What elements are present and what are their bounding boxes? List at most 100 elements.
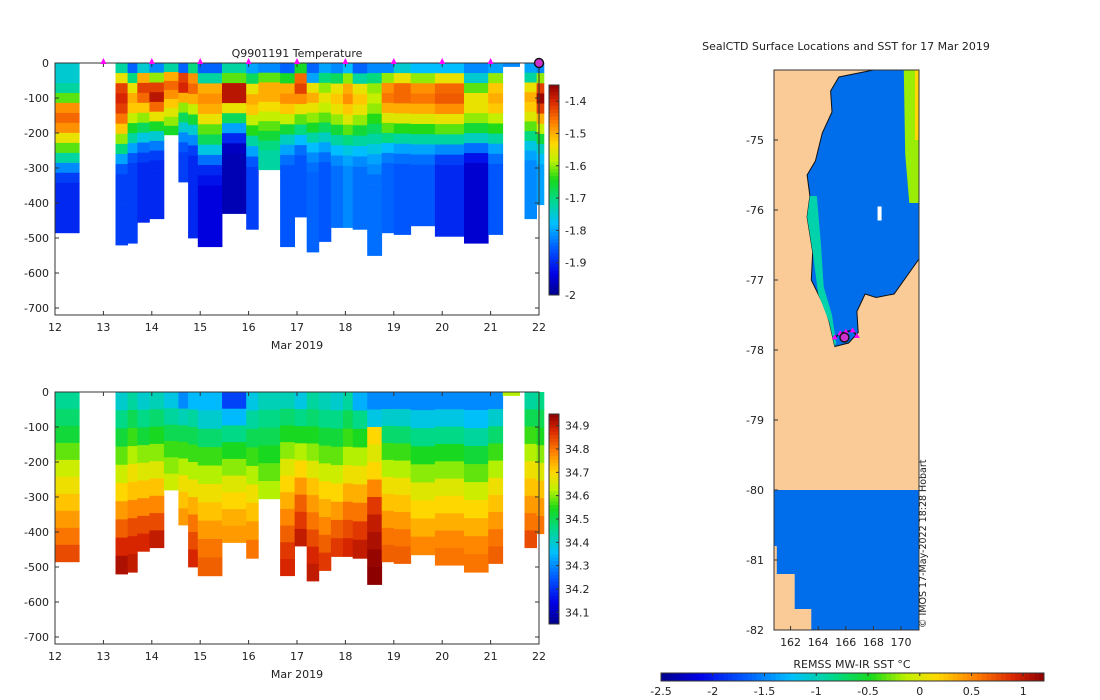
profile-cell bbox=[55, 142, 80, 154]
profile-cell bbox=[343, 186, 354, 198]
sst-colorbar-segment bbox=[871, 673, 877, 681]
profile-cell bbox=[343, 392, 354, 411]
sst-colorbar-segment bbox=[886, 673, 892, 681]
profile-cell bbox=[246, 156, 259, 168]
profile-cell bbox=[137, 427, 150, 446]
profile-cell bbox=[137, 92, 150, 104]
profile-cell bbox=[330, 206, 344, 218]
colorbar-segment bbox=[549, 113, 559, 117]
profile-cell bbox=[367, 123, 383, 135]
profile-cell bbox=[178, 491, 189, 509]
profile-cell bbox=[464, 464, 489, 483]
profile-cell bbox=[55, 409, 80, 427]
sst-colorbar-segment bbox=[962, 673, 968, 681]
profile-cell bbox=[434, 73, 465, 84]
profile-cell bbox=[367, 194, 383, 206]
profile-cell bbox=[464, 73, 489, 84]
lat-tick-label: -80 bbox=[746, 484, 764, 497]
profile-cell bbox=[343, 165, 354, 177]
sst-colorbar-segment bbox=[1010, 673, 1016, 681]
profile-cell bbox=[343, 135, 354, 146]
profile-cell bbox=[55, 425, 80, 444]
profile-cell bbox=[367, 204, 383, 216]
profile-cell bbox=[222, 73, 247, 84]
profile-cell bbox=[306, 477, 320, 496]
profile-cell bbox=[352, 125, 368, 137]
sst-colorbar-segment bbox=[1039, 673, 1045, 681]
profile-cell bbox=[330, 114, 344, 126]
y-tick-label: -100 bbox=[24, 421, 49, 434]
profile-cell bbox=[367, 479, 383, 498]
profile-cell bbox=[127, 482, 138, 501]
profile-cell bbox=[434, 205, 465, 217]
profile-cell bbox=[280, 83, 295, 94]
profile-cell bbox=[318, 191, 332, 203]
profile-cell bbox=[464, 446, 489, 465]
profile-cell bbox=[464, 193, 489, 204]
profile-cell bbox=[197, 392, 223, 411]
map-ticks: 162 164 166 168 170 -75 -76 -77 -78 -79 -80 -81 -82 bbox=[746, 134, 912, 649]
profile-cell bbox=[246, 218, 259, 230]
profile-cell bbox=[393, 143, 412, 155]
profile-cell bbox=[127, 83, 138, 94]
profile-cell bbox=[536, 133, 545, 145]
colorbar-segment bbox=[549, 414, 559, 418]
colorbar-segment bbox=[549, 92, 559, 96]
profile-cell bbox=[246, 410, 259, 430]
profile-cell bbox=[137, 182, 150, 193]
lon-tick-label: 168 bbox=[863, 636, 884, 649]
profile-cell bbox=[55, 442, 80, 461]
colorbar-segment bbox=[549, 466, 559, 471]
profile-cell bbox=[434, 226, 465, 237]
profile-cell bbox=[318, 112, 332, 123]
profile-cell bbox=[222, 475, 247, 493]
profile-cell bbox=[410, 215, 436, 227]
colorbar-segment bbox=[549, 547, 559, 551]
cast-triangle-marker bbox=[294, 58, 300, 64]
profile-cell bbox=[188, 196, 199, 208]
profile-cell bbox=[188, 207, 199, 218]
colorbar-segment bbox=[549, 218, 559, 222]
profile-cell bbox=[536, 498, 545, 517]
profile-cell bbox=[393, 153, 412, 165]
profile-cell bbox=[280, 165, 295, 176]
profile-cell bbox=[258, 427, 281, 446]
colorbar-segment bbox=[549, 102, 559, 107]
profile-cell bbox=[137, 82, 150, 94]
profile-cell bbox=[410, 93, 436, 105]
profile-cell bbox=[367, 462, 383, 480]
sst-colorbar-segment bbox=[1020, 673, 1026, 681]
sst-colorbar-frame bbox=[660, 672, 1045, 682]
profile-cell bbox=[149, 426, 165, 445]
profile-cell bbox=[393, 103, 412, 114]
profile-cell bbox=[524, 131, 537, 142]
x-tick-label: 16 bbox=[242, 321, 256, 334]
sst-colorbar-segment bbox=[981, 673, 988, 681]
profile-cell bbox=[246, 135, 259, 147]
profile-cell bbox=[127, 203, 138, 214]
profile-cell bbox=[55, 83, 80, 94]
profile-cell bbox=[280, 492, 295, 510]
profile-cell bbox=[343, 104, 354, 115]
profile-cell bbox=[434, 426, 465, 445]
sst-colorbar-segment bbox=[1005, 673, 1011, 681]
sst-colorbar-segment bbox=[890, 673, 897, 681]
profile-cell bbox=[127, 554, 138, 573]
profile-cell bbox=[434, 144, 465, 156]
cast-triangle-marker bbox=[100, 58, 107, 64]
colorbar-segment bbox=[549, 526, 559, 530]
profile-cell bbox=[488, 133, 504, 145]
colorbar-segment bbox=[549, 179, 559, 184]
profile-cell bbox=[381, 442, 395, 461]
profile-cell bbox=[434, 154, 465, 166]
profile-cell bbox=[464, 500, 489, 519]
profile-cell bbox=[410, 103, 436, 115]
colorbar-segment bbox=[549, 186, 559, 191]
profile-cell bbox=[127, 446, 138, 465]
profile-cell bbox=[381, 527, 395, 546]
profile-cell bbox=[280, 226, 295, 237]
profile-cell bbox=[294, 426, 308, 444]
profile-cell bbox=[524, 140, 537, 151]
profile-cell bbox=[163, 392, 179, 409]
profile-cell bbox=[381, 425, 395, 444]
